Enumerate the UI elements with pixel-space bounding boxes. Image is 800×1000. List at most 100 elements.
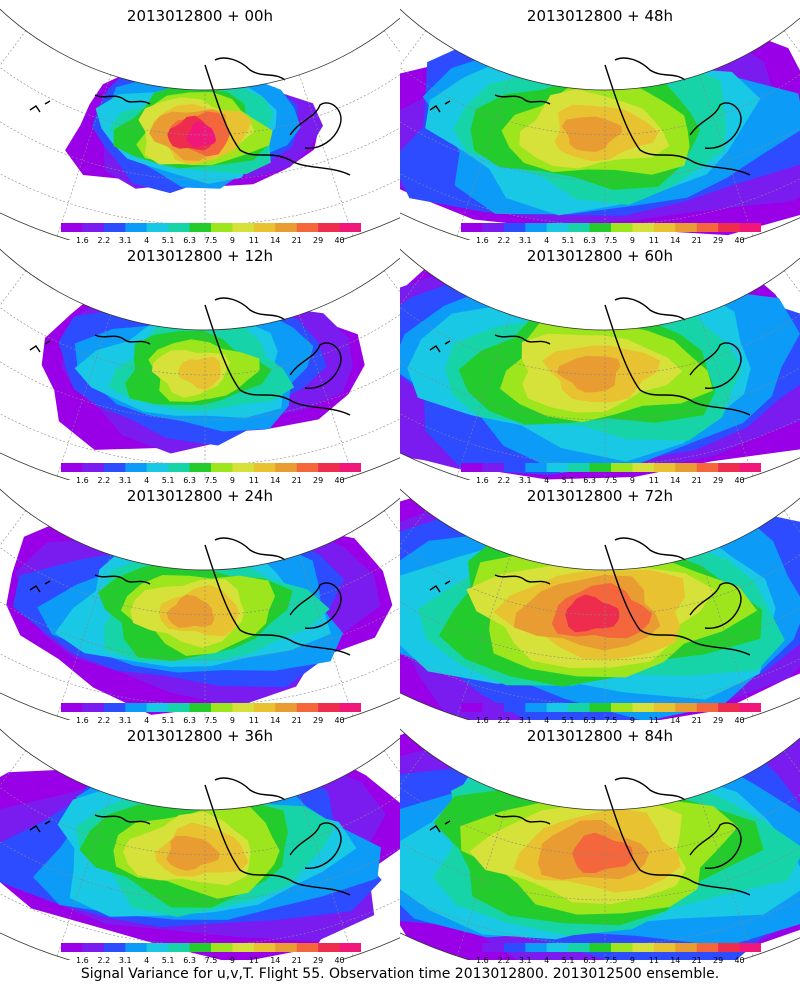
colorbar-tick-label: 2.2 xyxy=(97,716,110,725)
colorbar-tick-label: 9 xyxy=(230,956,235,965)
colorbar-swatch xyxy=(318,703,341,712)
colorbar-tick-label: 14 xyxy=(670,476,680,485)
colorbar-swatch xyxy=(503,943,526,952)
colorbar-tick-label: 7.5 xyxy=(605,236,618,245)
colorbar-tick-label: 9 xyxy=(230,236,235,245)
colorbar-swatch xyxy=(525,223,548,232)
colorbar-tick-label: 9 xyxy=(630,716,635,725)
colorbar-tick-label: 2.2 xyxy=(497,236,510,245)
colorbar-tick-label: 7.5 xyxy=(205,236,218,245)
map-outline xyxy=(400,728,800,960)
colorbar-tick-label: 21 xyxy=(692,476,702,485)
colorbar-tick-label: 6.3 xyxy=(183,956,196,965)
coastline xyxy=(29,57,351,176)
colorbar-swatch xyxy=(125,223,148,232)
coastline xyxy=(429,297,751,416)
colorbar-swatch xyxy=(146,463,169,472)
colorbar-swatch xyxy=(739,463,761,472)
colorbar-swatch xyxy=(211,463,233,472)
colorbar-swatch xyxy=(632,463,655,472)
colorbar-swatch xyxy=(253,703,276,712)
colorbar-swatch xyxy=(675,943,698,952)
colorbar-tick-label: 4 xyxy=(544,476,549,485)
colorbar-tick-label: 5.1 xyxy=(562,956,575,965)
colorbar-tick-label: 3.1 xyxy=(519,956,532,965)
map-panel: 2013012800 + 24h 1.6 2.2 3.1 4 5.1 6.3 7.5 9 11 14… xyxy=(0,480,400,725)
colorbar-tick-label: 1.6 xyxy=(476,236,489,245)
colorbar-swatch xyxy=(739,703,761,712)
colorbar-tick-label: 6.3 xyxy=(583,956,596,965)
colorbar-swatch xyxy=(168,223,191,232)
colorbar-tick-label: 40 xyxy=(334,476,344,485)
colorbar-swatch xyxy=(739,943,761,952)
colorbar-tick-label: 4 xyxy=(544,956,549,965)
colorbar: 1.6 2.2 3.1 4 5.1 6.3 7.5 9 11 14 21 29 40 xyxy=(61,943,361,965)
colorbar-swatch xyxy=(211,943,233,952)
colorbar-swatch xyxy=(339,223,361,232)
colorbar-swatch xyxy=(339,703,361,712)
colorbar-tick-label: 1.6 xyxy=(476,956,489,965)
colorbar-swatch xyxy=(82,943,105,952)
colorbar-swatch xyxy=(275,223,298,232)
colorbar-tick-label: 4 xyxy=(144,716,149,725)
colorbar-tick-label: 2.2 xyxy=(497,956,510,965)
colorbar-tick-label: 9 xyxy=(630,476,635,485)
colorbar-tick-label: 29 xyxy=(313,476,323,485)
colorbar-swatch xyxy=(718,943,741,952)
colorbar-swatch xyxy=(653,223,676,232)
colorbar-swatch xyxy=(503,463,526,472)
colorbar-swatch xyxy=(339,463,361,472)
colorbar-swatch xyxy=(718,223,741,232)
colorbar-tick-label: 6.3 xyxy=(583,716,596,725)
colorbar-tick-label: 3.1 xyxy=(119,956,132,965)
colorbar-tick-label: 9 xyxy=(230,476,235,485)
colorbar: 1.6 2.2 3.1 4 5.1 6.3 7.5 9 11 14 21 29 40 xyxy=(461,703,761,725)
colorbar-swatch xyxy=(275,943,298,952)
colorbar-swatch xyxy=(61,943,83,952)
colorbar-tick-label: 29 xyxy=(713,476,723,485)
contour-fill-level-13 xyxy=(186,121,217,148)
contour-fill-level-10 xyxy=(556,355,621,393)
colorbar-tick-label: 2.2 xyxy=(497,716,510,725)
colorbar-tick-label: 9 xyxy=(230,716,235,725)
colorbar-swatch xyxy=(232,223,255,232)
colorbar: 1.6 2.2 3.1 4 5.1 6.3 7.5 9 11 14 21 29 40 xyxy=(61,223,361,245)
contour-fill-level-10 xyxy=(166,594,215,628)
colorbar-swatch xyxy=(125,463,148,472)
colorbar-swatch xyxy=(525,943,548,952)
colorbar-swatch xyxy=(146,223,169,232)
map-panel: 2013012800 + 48h 1.6 2.2 3.1 4 5.1 6.3 7.5 9 11 14… xyxy=(400,0,800,245)
colorbar-swatch xyxy=(482,223,505,232)
map-panel: 2013012800 + 84h 1.6 2.2 3.1 4 5.1 6.3 7.5 9 11 14… xyxy=(400,720,800,965)
colorbar-swatch xyxy=(503,223,526,232)
map-panel: 2013012800 + 36h 1.6 2.2 3.1 4 5.1 6.3 7.5 9 11 14… xyxy=(0,720,400,965)
colorbar-swatch xyxy=(189,223,212,232)
colorbar: 1.6 2.2 3.1 4 5.1 6.3 7.5 9 11 14 21 29 40 xyxy=(461,223,761,245)
colorbar-tick-label: 7.5 xyxy=(605,956,618,965)
colorbar-swatch xyxy=(632,223,655,232)
contour-fill-level-10 xyxy=(561,116,622,152)
map-outline xyxy=(0,8,400,240)
colorbar-tick-label: 40 xyxy=(734,236,744,245)
colorbar-swatch xyxy=(189,463,212,472)
colorbar-tick-label: 3.1 xyxy=(119,236,132,245)
colorbar-tick-label: 40 xyxy=(334,236,344,245)
colorbar-swatch xyxy=(546,703,569,712)
colorbar-tick-label: 29 xyxy=(713,716,723,725)
colorbar-tick-label: 11 xyxy=(249,956,259,965)
colorbar-swatch xyxy=(546,943,569,952)
colorbar-swatch xyxy=(696,223,719,232)
colorbar-tick-label: 7.5 xyxy=(605,716,618,725)
colorbar-tick-label: 14 xyxy=(270,476,280,485)
colorbar-swatch xyxy=(611,463,633,472)
colorbar-swatch xyxy=(296,463,319,472)
colorbar-swatch xyxy=(318,943,341,952)
colorbar-tick-label: 5.1 xyxy=(562,236,575,245)
variance-map xyxy=(400,3,800,240)
colorbar-tick-label: 40 xyxy=(334,716,344,725)
colorbar-swatch xyxy=(103,223,126,232)
colorbar-swatch xyxy=(696,703,719,712)
colorbar-tick-label: 3.1 xyxy=(519,476,532,485)
colorbar-swatch xyxy=(696,943,719,952)
variance-map xyxy=(0,488,400,720)
